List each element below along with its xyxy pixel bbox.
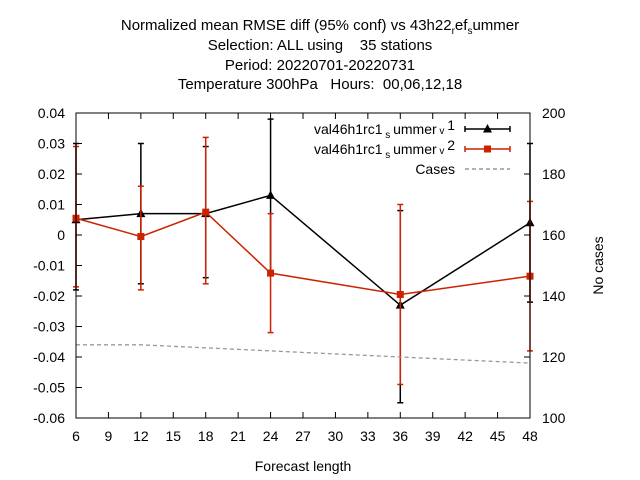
y-tick-label: -0.05 [33,380,65,396]
legend-label-tail: 1 [447,117,455,133]
subscript-s: s [467,26,473,37]
x-tick-label: 9 [105,428,113,444]
x-tick-label: 6 [72,428,80,444]
legend-label: val46h1rc1 s ummer v 2 [314,137,455,161]
legend-label: val46h1rc1 s ummer v 1 [314,117,455,141]
legend-label-subscript: v [437,146,448,157]
plot-frame [75,112,531,419]
x-tick-label: 39 [425,428,441,444]
series-layer [71,118,535,404]
chart-title-line-3: Period: 20220701-20220731 [224,57,416,74]
series-2 [72,136,534,386]
data-point-square [267,269,275,277]
legend-subscript-char: v [437,146,448,157]
legend-label-tail: 2 [447,137,455,153]
x-tick-label: 21 [230,428,246,444]
legend-label-subscript: s [383,130,394,141]
series-line [75,211,531,296]
legend-subscript-char: s [383,150,394,161]
data-point-square [137,233,145,241]
axis-layer: 6 9 12 15 18 21 24 27 30 33 36 39 42 45 480.040.030.02… [33,105,606,474]
x-tick-label: 45 [490,428,506,444]
x-tick-label: 48 [522,428,538,444]
y-tick-label: 0.03 [38,136,65,152]
series-line [75,194,531,307]
y-tick-label: -0.02 [33,288,65,304]
y2-tick-label: 120 [542,349,566,365]
y2-tick-label: 100 [542,410,566,426]
data-point-square [396,290,404,298]
y-tick-label: -0.06 [33,410,65,426]
x-tick-label: 12 [133,428,149,444]
legend-subscript-char: v [437,126,448,137]
x-tick-label: 36 [392,428,408,444]
y2-tick-label: 160 [542,227,566,243]
legend-label: Cases [415,161,455,177]
legend-label-text: Cases [415,161,455,177]
y-tick-label: -0.03 [33,319,65,335]
y-tick-label: 0.04 [38,105,65,121]
y-tick-label: -0.04 [33,349,65,365]
series-3 [76,344,531,364]
y2-tick-label: 180 [542,166,566,182]
chart-title-line-1: Normalized mean RMSE diff (95% conf) vs … [120,17,520,37]
y-tick-label: 0 [57,227,65,243]
y-tick-label: -0.01 [33,258,65,274]
chart-title-line-2: Selection: ALL using 35 stations [207,37,433,54]
legend-subscript-char: s [383,130,394,141]
subscript-r: r [451,26,455,37]
x-tick-label: 27 [295,428,311,444]
x-tick-label: 42 [457,428,473,444]
legend-label-tail: ummer [393,141,437,157]
y-tick-label: 0.01 [38,197,65,213]
y2-tick-label: 200 [542,105,566,121]
legend-label-tail: ummer [393,121,437,137]
legend-label-text: val46h1rc1 [314,141,383,157]
series-line [76,344,531,364]
x-tick-label: 30 [328,428,344,444]
x-tick-label: 24 [263,428,279,444]
chart-title-line-4: Temperature 300hPa Hours: 00,06,12,18 [177,76,463,93]
x-tick-label: 33 [360,428,376,444]
legend-label-text: val46h1rc1 [314,121,383,137]
y2-axis-label: No cases [590,236,606,294]
legend-label-subscript: v [437,126,448,137]
legend-marker-square [484,145,491,153]
data-point-square [202,208,210,216]
x-axis-label: Forecast length [255,458,352,474]
x-tick-label: 15 [165,428,181,444]
data-point-triangle [266,190,276,199]
y-tick-label: 0.02 [38,166,65,182]
y2-tick-label: 140 [542,288,566,304]
legend-label-subscript: s [383,150,394,161]
legend-marker-triangle [483,124,492,133]
x-tick-label: 18 [198,428,214,444]
